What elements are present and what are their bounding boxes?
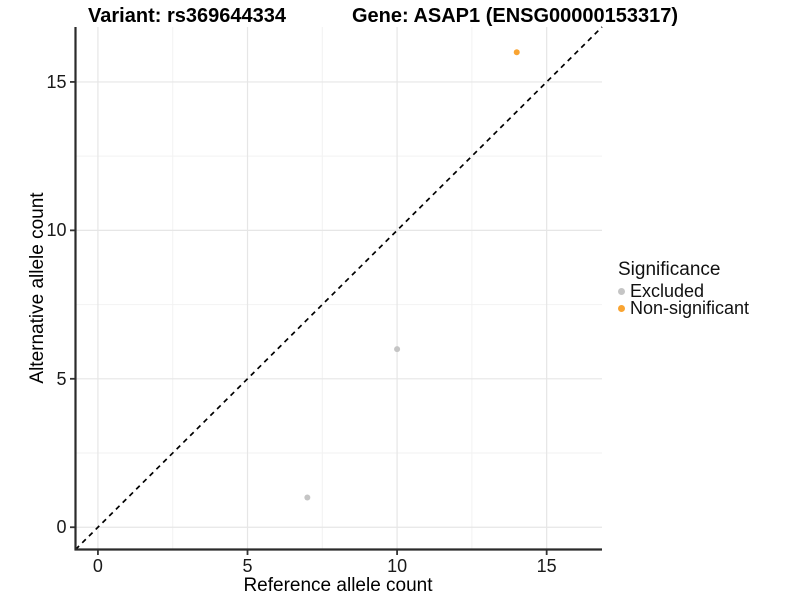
y-tick-label: 15 (46, 71, 67, 92)
x-axis-title: Reference allele count (243, 575, 433, 596)
non-significant-dot-icon (618, 305, 625, 312)
x-tick-label: 10 (387, 556, 408, 576)
y-tick-label: 10 (46, 220, 67, 241)
legend: Significance Excluded Non-significant (618, 259, 750, 318)
plot-title-gene: Gene: ASAP1 (ENSG00000153317) (351, 5, 679, 27)
excluded-dot-icon (618, 288, 625, 295)
identity-dashed-line (74, 26, 603, 551)
x-tick-label: 0 (92, 556, 103, 576)
y-tick-label: 0 (56, 517, 67, 538)
data-point-excluded (304, 494, 311, 501)
x-tick-label: 5 (242, 556, 253, 576)
data-point-non-significant (513, 49, 520, 56)
x-tick-label: 15 (536, 556, 557, 576)
legend-title: Significance (618, 259, 721, 280)
data-point-excluded (394, 346, 401, 353)
legend-item-excluded: Excluded (618, 281, 749, 301)
plot-title-variant: Variant: rs369644334 (88, 5, 286, 27)
legend-item-label: Excluded (630, 281, 705, 301)
y-tick-label: 5 (56, 368, 67, 389)
legend-item-label: Non-significant (630, 298, 750, 318)
legend-item-non-significant: Non-significant (618, 298, 750, 318)
